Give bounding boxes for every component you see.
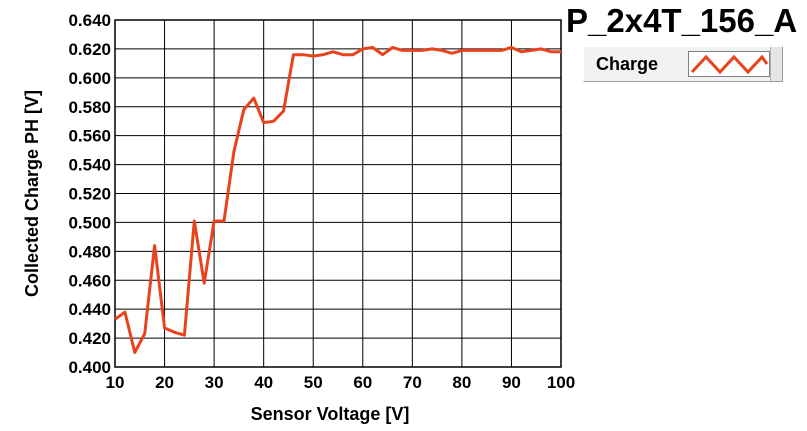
- legend[interactable]: Charge: [583, 46, 783, 82]
- y-tick-label: 0.620: [68, 40, 111, 59]
- y-tick-label: 0.520: [68, 185, 111, 204]
- y-tick-label: 0.560: [68, 127, 111, 146]
- plot-border: [114, 19, 562, 368]
- y-tick-label: 0.540: [68, 156, 111, 175]
- y-tick-label: 0.480: [68, 242, 111, 261]
- y-tick-label: 0.500: [68, 213, 111, 232]
- y-tick-label: 0.640: [68, 11, 111, 30]
- x-tick-label: 20: [155, 373, 174, 392]
- x-axis-title: Sensor Voltage [V]: [251, 404, 410, 424]
- y-axis-title: Collected Charge PH [V]: [22, 90, 42, 297]
- legend-scrollbar[interactable]: [770, 47, 782, 81]
- series-line-charge: [114, 46, 561, 354]
- legend-swatch[interactable]: [688, 51, 770, 77]
- x-tick-label: 80: [452, 373, 471, 392]
- x-tick-label: 50: [304, 373, 323, 392]
- x-tick-label: 90: [502, 373, 521, 392]
- y-tick-label: 0.400: [68, 358, 111, 377]
- y-tick-label: 0.440: [68, 300, 111, 319]
- y-tick-label: 0.600: [68, 69, 111, 88]
- y-tick-label: 0.420: [68, 329, 111, 348]
- x-tick-label: 100: [547, 373, 575, 392]
- x-tick-label: 30: [205, 373, 224, 392]
- x-tick-label: 60: [353, 373, 372, 392]
- legend-line-icon: [690, 54, 769, 75]
- x-tick-label: 10: [106, 373, 125, 392]
- x-tick-label: 70: [403, 373, 422, 392]
- legend-label: Charge: [596, 54, 659, 74]
- y-tick-label: 0.580: [68, 98, 111, 117]
- y-tick-label: 0.460: [68, 271, 111, 290]
- chart-title: P_2x4T_156_A: [566, 2, 798, 39]
- x-tick-label: 40: [254, 373, 273, 392]
